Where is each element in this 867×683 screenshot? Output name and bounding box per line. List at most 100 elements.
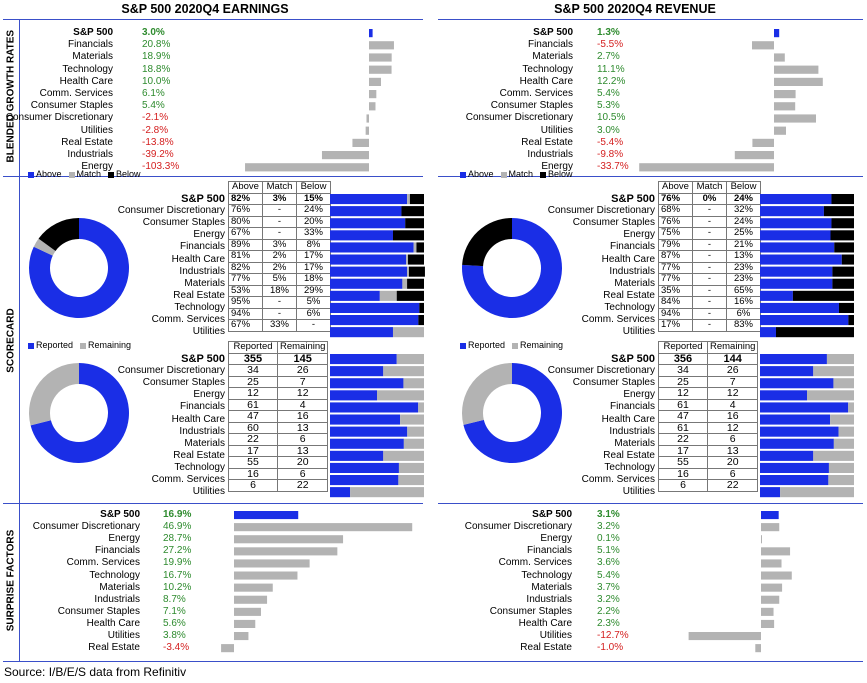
scorecard-table: Above Match Below 82% 3% 15% 76% -24% 80% -20% 67%… bbox=[228, 181, 331, 332]
bar bbox=[369, 65, 392, 74]
category-label: Comm. Services bbox=[581, 474, 655, 485]
value-label: -9.8% bbox=[597, 149, 624, 160]
table-row: 35% -65% bbox=[658, 284, 761, 297]
table-cell: 84% bbox=[658, 296, 693, 309]
bar-remaining bbox=[828, 475, 854, 486]
bar bbox=[369, 29, 373, 38]
category-label: Energy bbox=[108, 533, 140, 545]
bar-reported bbox=[760, 475, 829, 486]
table-cell: 76% bbox=[658, 215, 693, 228]
table-row: 12 12 bbox=[228, 387, 329, 400]
legend-swatch bbox=[460, 171, 466, 178]
bar bbox=[234, 595, 268, 604]
category-label: Utilities bbox=[192, 326, 225, 338]
category-label: Financials bbox=[94, 545, 140, 557]
table-row: 6 22 bbox=[228, 479, 329, 492]
bar-reported bbox=[330, 438, 404, 449]
category-label: Financials bbox=[609, 401, 655, 413]
table-cell: 77% bbox=[658, 273, 693, 286]
category-label: Comm. Services bbox=[151, 314, 225, 325]
value-label: 16.7% bbox=[163, 569, 192, 581]
table-row: 82% 3% 15% bbox=[228, 192, 331, 205]
bar bbox=[734, 151, 774, 160]
bar-below bbox=[396, 290, 424, 301]
table-row: 87% -13% bbox=[658, 250, 761, 263]
table-row: 75% -25% bbox=[658, 227, 761, 240]
value-label: 3.7% bbox=[597, 581, 620, 593]
bar-above bbox=[330, 278, 403, 289]
value-label: 3.0% bbox=[142, 27, 165, 38]
bar-below bbox=[392, 230, 424, 241]
donut-chart bbox=[28, 218, 129, 318]
table-cell: 79% bbox=[658, 238, 693, 251]
value-label: 19.9% bbox=[163, 557, 192, 569]
table-row: 17% -83% bbox=[658, 319, 761, 332]
table-row: 6 22 bbox=[658, 479, 759, 492]
value-label: 20.8% bbox=[142, 39, 171, 51]
table-cell: 13% bbox=[726, 250, 761, 263]
bar-reported bbox=[760, 414, 831, 425]
table-row: 25 7 bbox=[658, 375, 759, 388]
value-label: 5.1% bbox=[597, 545, 620, 557]
table-header-row: Reported Remaining bbox=[658, 341, 759, 354]
bar-above bbox=[760, 254, 842, 265]
bar-above bbox=[330, 266, 408, 277]
bar-above bbox=[330, 230, 393, 241]
bar bbox=[369, 53, 392, 62]
bar-reported bbox=[760, 438, 834, 449]
table-cell: 60 bbox=[228, 421, 278, 434]
stacked-bar-plot bbox=[760, 354, 854, 498]
table-row: 47 16 bbox=[658, 410, 759, 423]
table-cell: - bbox=[692, 204, 727, 217]
table-cell: 6% bbox=[726, 307, 761, 320]
bar-match bbox=[407, 266, 409, 277]
bar-remaining bbox=[780, 487, 854, 498]
bar-remaining bbox=[833, 378, 854, 389]
table-row: 47 16 bbox=[228, 410, 329, 423]
bar bbox=[761, 607, 774, 616]
bar-reported bbox=[760, 366, 814, 377]
table-cell: 33% bbox=[296, 227, 331, 240]
scorecard-table: Reported Remaining 355 145 34 26 25 7 12 12 61 4 47 1… bbox=[228, 341, 329, 492]
bar-reported bbox=[330, 475, 399, 486]
bar-reported bbox=[330, 414, 401, 425]
legend-swatch bbox=[108, 171, 115, 178]
table-row: 356 144 bbox=[658, 352, 759, 365]
category-label: Utilities bbox=[192, 486, 225, 498]
table-cell: 55 bbox=[658, 456, 708, 469]
category-label: Health Care bbox=[171, 413, 225, 425]
category-label: Utilities bbox=[539, 630, 572, 641]
category-label: Consumer Discretionary bbox=[32, 521, 140, 533]
bar-above bbox=[330, 194, 408, 205]
bar bbox=[774, 77, 823, 86]
table-cell: 16 bbox=[228, 467, 278, 480]
table-cell: 25 bbox=[228, 375, 278, 388]
category-label: Utilities bbox=[540, 124, 573, 136]
value-label: 2.2% bbox=[597, 605, 620, 617]
value-label: -33.7% bbox=[597, 161, 629, 173]
bar-reported bbox=[760, 402, 849, 413]
donut-slice-reported bbox=[30, 363, 129, 463]
bar bbox=[688, 632, 761, 641]
table-cell: - bbox=[692, 307, 727, 320]
bar-match bbox=[406, 254, 409, 265]
bar-plot bbox=[221, 511, 413, 653]
table-cell: 76% bbox=[228, 204, 263, 217]
category-label: Comm. Services bbox=[581, 314, 655, 325]
table-row: 76% -24% bbox=[228, 204, 331, 217]
category-label: Financials bbox=[526, 545, 572, 557]
table-cell: 12 bbox=[276, 387, 329, 400]
value-label: 5.4% bbox=[597, 88, 620, 99]
bar-remaining bbox=[826, 354, 854, 365]
bar-above bbox=[330, 242, 414, 253]
rule-growth-right bbox=[438, 176, 863, 177]
legend-label: Reported bbox=[468, 340, 506, 350]
table-cell: - bbox=[692, 250, 727, 263]
value-label: 28.7% bbox=[163, 533, 192, 545]
category-label: Industrials bbox=[179, 265, 225, 277]
category-label: S&P 500 bbox=[181, 193, 225, 205]
bar-above bbox=[330, 218, 406, 229]
column-header: Match bbox=[692, 181, 727, 194]
bar-reported bbox=[330, 426, 408, 437]
table-cell: 18% bbox=[296, 273, 331, 286]
